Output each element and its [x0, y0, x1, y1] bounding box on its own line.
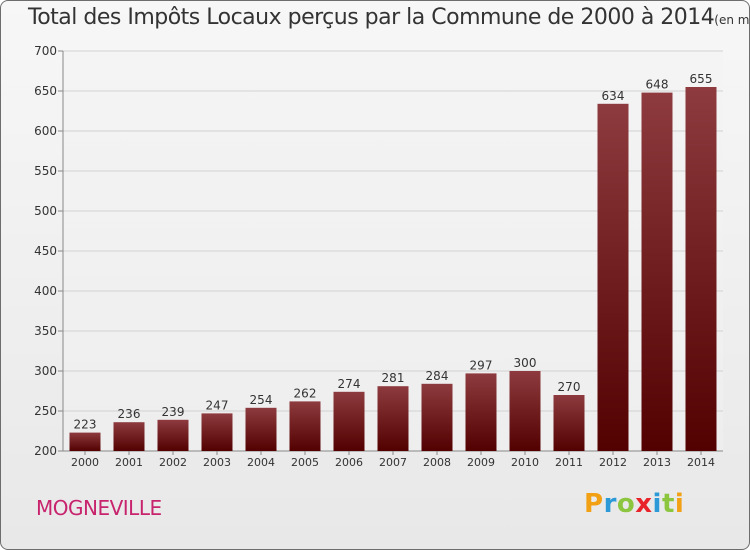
proxiti-letter: P	[584, 489, 604, 519]
x-tick-label: 2002	[159, 456, 187, 469]
bar-value-label: 247	[206, 398, 229, 412]
y-tick-label: 250	[34, 404, 57, 418]
x-tick-label: 2014	[687, 456, 715, 469]
x-tick-label: 2007	[379, 456, 407, 469]
proxiti-letter: i	[652, 489, 662, 519]
proxiti-letter: r	[603, 489, 617, 519]
bar-value-label: 300	[514, 356, 537, 370]
bar	[69, 432, 101, 451]
x-tick-label: 2011	[555, 456, 583, 469]
proxiti-letter: i	[674, 489, 685, 519]
y-tick-label: 350	[34, 324, 57, 338]
x-tick-label: 2004	[247, 456, 275, 469]
bar	[289, 401, 321, 451]
y-tick-label: 550	[34, 164, 57, 178]
bar-value-label: 274	[338, 377, 361, 391]
y-tick-label: 200	[34, 444, 57, 458]
y-tick-label: 400	[34, 284, 57, 298]
x-tick-label: 2006	[335, 456, 363, 469]
y-tick-label: 650	[34, 84, 57, 98]
x-tick-label: 2003	[203, 456, 231, 469]
x-tick-label: 2012	[599, 456, 627, 469]
proxiti-letter: t	[661, 489, 675, 519]
bar-value-label: 223	[74, 418, 97, 432]
x-tick-label: 2005	[291, 456, 319, 469]
bar-value-label: 648	[646, 78, 669, 92]
bar-value-label: 239	[162, 405, 185, 419]
bar-value-label: 297	[470, 358, 493, 372]
x-tick-label: 2001	[115, 456, 143, 469]
bar-value-label: 655	[690, 72, 713, 86]
y-tick-label: 700	[34, 44, 57, 58]
bar	[113, 422, 145, 451]
proxiti-letter: o	[616, 489, 636, 519]
bar-value-label: 281	[382, 371, 405, 385]
bar	[641, 92, 673, 451]
y-tick-label: 600	[34, 124, 57, 138]
bar	[465, 373, 497, 451]
y-tick-label: 500	[34, 204, 57, 218]
x-tick-label: 2013	[643, 456, 671, 469]
commune-name: MOGNEVILLE	[36, 496, 162, 520]
x-tick-label: 2010	[511, 456, 539, 469]
bar-value-label: 634	[602, 89, 625, 103]
bar	[201, 413, 233, 451]
y-tick-label: 450	[34, 244, 57, 258]
bar-value-label: 236	[118, 407, 141, 421]
x-tick-label: 2000	[71, 456, 99, 469]
bar-value-label: 254	[250, 393, 273, 407]
bar	[157, 419, 189, 451]
bar	[421, 383, 453, 451]
bar	[509, 371, 541, 451]
proxiti-letter: x	[635, 489, 653, 519]
x-tick-label: 2009	[467, 456, 495, 469]
bar	[333, 391, 365, 451]
bar	[245, 407, 277, 451]
chart-unit: (en milliers d'€)	[714, 13, 750, 27]
bar	[377, 386, 409, 451]
bar-value-label: 284	[426, 369, 449, 383]
proxiti-logo: Proxiti	[584, 489, 684, 519]
chart-title-text: Total des Impôts Locaux perçus par la Co…	[28, 5, 715, 30]
x-tick-label: 2008	[423, 456, 451, 469]
y-tick-label: 300	[34, 364, 57, 378]
bar	[685, 87, 717, 451]
bar-value-label: 270	[558, 380, 581, 394]
bar	[553, 395, 585, 451]
chart-title: Total des Impôts Locaux perçus par la Co…	[28, 5, 750, 30]
bar	[597, 103, 629, 452]
bar-value-label: 262	[294, 386, 317, 400]
